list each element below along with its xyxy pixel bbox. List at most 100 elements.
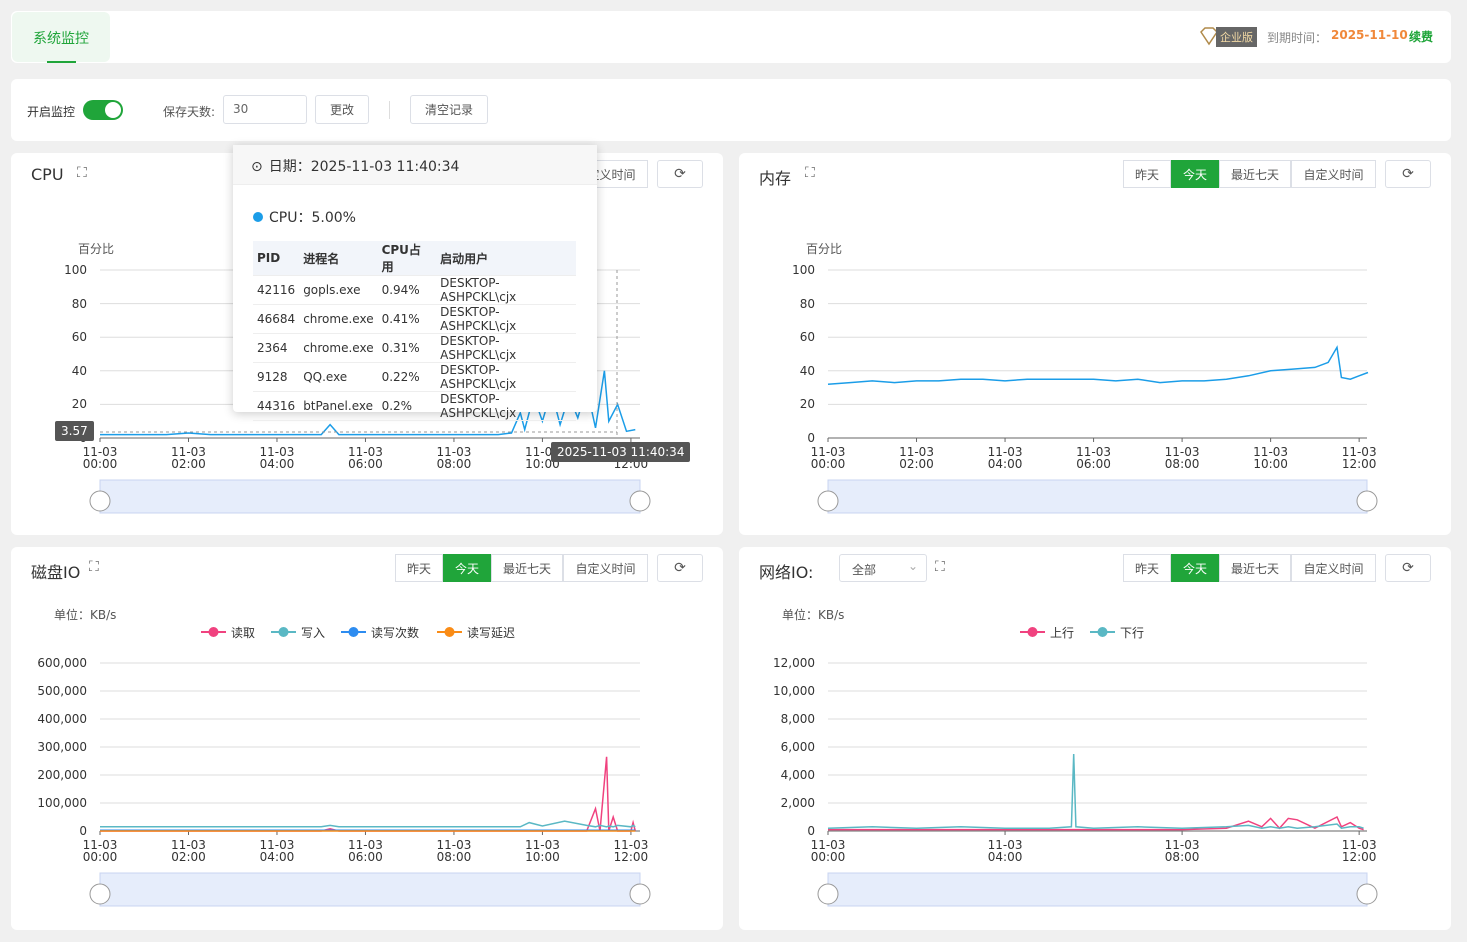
- table-cell: 9128: [253, 362, 300, 392]
- zoom-handle[interactable]: [817, 883, 839, 905]
- x-tick-label: 11-03 10:00: [524, 838, 560, 864]
- table-cell: DESKTOP-ASHPCKL\cjx: [436, 275, 576, 305]
- series-dot: [253, 212, 263, 222]
- y-tick-label: 200,000: [37, 768, 87, 782]
- toolbar: 开启监控 保存天数: 30 更改 清空记录: [11, 79, 1451, 141]
- save-days-label: 保存天数:: [163, 105, 216, 119]
- save-days-input[interactable]: 30: [223, 95, 307, 124]
- legend-label: 读取: [231, 626, 256, 640]
- y-axis-title: 百分比: [806, 242, 843, 256]
- legend-dot: [1027, 627, 1038, 637]
- x-tick-label: 11-03 00:00: [810, 445, 846, 471]
- series-line: [828, 815, 1364, 831]
- table-cell: chrome.exe: [299, 304, 378, 334]
- zoom-handle[interactable]: [1356, 490, 1378, 512]
- zoom-slider: [99, 479, 641, 514]
- table-header: CPU占用: [377, 241, 437, 276]
- panel-title: 网络IO:: [759, 563, 814, 582]
- expire-label: 到期时间：: [1267, 31, 1328, 45]
- tooltip-series-text: CPU：5.00%: [269, 210, 356, 226]
- network-panel: [739, 547, 1451, 930]
- zoom-handle[interactable]: [1356, 883, 1378, 905]
- table-cell: DESKTOP-ASHPCKL\cjx: [436, 362, 576, 392]
- range-button[interactable]: 今天: [443, 554, 491, 582]
- range-button[interactable]: 自定义时间: [563, 554, 648, 582]
- y-tick-label: 40: [799, 363, 815, 378]
- range-button[interactable]: 自定义时间: [1291, 160, 1376, 188]
- refresh-button[interactable]: ⟳: [1385, 554, 1431, 582]
- y-tick-label: 100,000: [37, 796, 87, 810]
- range-button[interactable]: 今天: [1171, 160, 1219, 188]
- series-line: [827, 345, 1369, 385]
- x-tick-label: 11-03 06:00: [348, 445, 383, 471]
- refresh-button[interactable]: ⟳: [657, 160, 703, 188]
- legend-dot: [348, 627, 359, 637]
- x-tick-label: 11-03 04:00: [987, 838, 1023, 864]
- x-tick-label: 11-03 12:00: [1341, 445, 1377, 471]
- tab-underline: [47, 61, 76, 63]
- header: 系统监控 企业版 到期时间： 2025-11-10 续费: [11, 11, 1451, 63]
- fullscreen-icon[interactable]: ⛶: [935, 559, 945, 575]
- table-cell: QQ.exe: [299, 362, 378, 392]
- zoom-slider: [827, 479, 1368, 514]
- series-line: [100, 820, 636, 828]
- y-tick-label: 500,000: [37, 684, 87, 698]
- zoom-handle[interactable]: [89, 883, 111, 905]
- zoom-handle[interactable]: [89, 490, 111, 512]
- pointer-y-label: 3.57: [55, 421, 94, 441]
- y-tick-label: 400,000: [37, 712, 87, 726]
- table-cell: gopls.exe: [299, 275, 378, 305]
- range-button[interactable]: 最近七天: [1219, 160, 1291, 188]
- monitor-switch[interactable]: [83, 100, 123, 120]
- range-button[interactable]: 最近七天: [491, 554, 563, 582]
- y-tick-label: 2,000: [780, 796, 815, 810]
- legend-dot: [208, 627, 219, 637]
- y-tick-label: 20: [71, 397, 87, 412]
- clock-icon: ⊙: [251, 159, 263, 175]
- y-axis-title: 单位：KB/s: [782, 608, 845, 622]
- tooltip-title: 日期：2025-11-03 11:40:34: [268, 159, 460, 175]
- clear-button[interactable]: 清空记录: [410, 95, 488, 124]
- range-button[interactable]: 今天: [1171, 554, 1219, 582]
- panel-title: 磁盘IO: [31, 563, 81, 582]
- range-button[interactable]: 最近七天: [1219, 554, 1291, 582]
- legend-label: 下行: [1120, 626, 1145, 640]
- table-cell: chrome.exe: [299, 333, 378, 363]
- fullscreen-icon[interactable]: ⛶: [77, 165, 87, 181]
- range-button[interactable]: 昨天: [1123, 554, 1171, 582]
- net-select[interactable]: 全部 ⌄: [839, 554, 927, 582]
- change-button[interactable]: 更改: [315, 95, 369, 124]
- zoom-handle[interactable]: [629, 883, 651, 905]
- fullscreen-icon[interactable]: ⛶: [805, 165, 815, 181]
- x-tick-label: 11-03 08:00: [436, 445, 472, 471]
- x-tick-label: 11-03 00:00: [82, 445, 118, 471]
- range-button[interactable]: 自定义时间: [1291, 554, 1376, 582]
- table-cell: btPanel.exe: [299, 391, 378, 421]
- y-tick-label: 0: [807, 431, 815, 445]
- y-tick-label: 12,000: [773, 656, 815, 670]
- y-tick-label: 80: [71, 296, 87, 311]
- refresh-button[interactable]: ⟳: [1385, 160, 1431, 188]
- zoom-handle[interactable]: [629, 490, 651, 512]
- y-tick-label: 4,000: [780, 768, 815, 782]
- fullscreen-icon[interactable]: ⛶: [89, 559, 99, 575]
- y-tick-label: 600,000: [37, 656, 87, 670]
- tab[interactable]: 系统监控: [33, 31, 89, 47]
- monitor-label: 开启监控: [27, 105, 76, 119]
- x-tick-label: 11-03 02:00: [171, 445, 206, 471]
- y-tick-label: 100: [64, 263, 87, 277]
- range-button[interactable]: 昨天: [395, 554, 443, 582]
- zoom-handle[interactable]: [817, 490, 839, 512]
- range-button[interactable]: 昨天: [1123, 160, 1171, 188]
- table-cell: DESKTOP-ASHPCKL\cjx: [436, 333, 576, 363]
- table-cell: 0.31%: [377, 333, 437, 363]
- diamond-icon: [1200, 27, 1218, 46]
- y-tick-label: 0: [807, 824, 815, 838]
- y-tick-label: 0: [79, 824, 87, 838]
- y-tick-label: 60: [799, 330, 815, 345]
- series-line: [827, 753, 1364, 829]
- renew-link[interactable]: 续费: [1409, 30, 1434, 44]
- refresh-button[interactable]: ⟳: [657, 554, 703, 582]
